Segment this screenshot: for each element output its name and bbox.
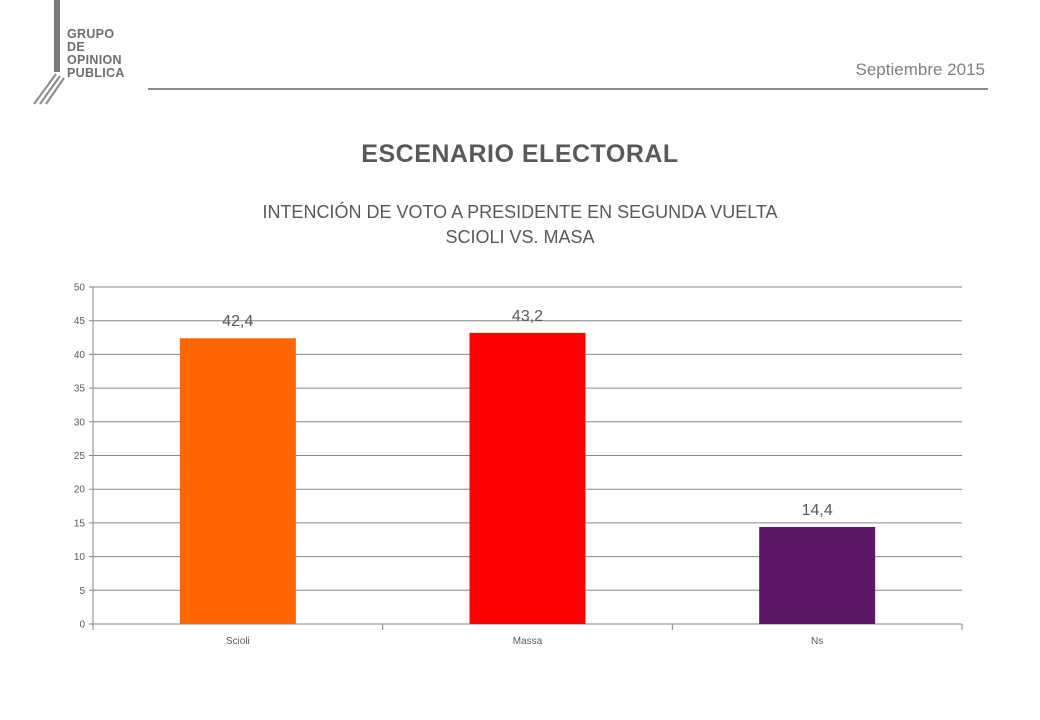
x-tick-label: Massa <box>513 636 543 647</box>
y-tick-label: 5 <box>79 586 85 597</box>
subtitle-line-2: SCIOLI VS. MASA <box>445 227 595 247</box>
subtitle-line-1: INTENCIÓN DE VOTO A PRESIDENTE EN SEGUND… <box>262 202 778 222</box>
y-tick-label: 10 <box>74 552 86 563</box>
bar-ns <box>759 526 876 624</box>
y-tick-label: 25 <box>74 451 86 462</box>
y-tick-label: 20 <box>74 485 86 496</box>
bar-massa <box>469 332 586 624</box>
x-tick-label: Scioli <box>226 636 250 647</box>
logo-line: PUBLICA <box>67 66 125 80</box>
y-tick-label: 40 <box>74 350 86 361</box>
y-tick-label: 35 <box>74 384 86 395</box>
logo-text: GRUPO DE OPINION PUBLICA <box>67 28 125 80</box>
logo-line: GRUPO <box>67 27 115 41</box>
data-label: 43,2 <box>512 308 543 325</box>
bar-scioli <box>179 338 296 624</box>
x-tick-label: Ns <box>811 636 823 647</box>
y-tick-label: 30 <box>74 417 86 428</box>
logo-line: OPINION <box>67 53 122 67</box>
logo-line: DE <box>67 40 85 54</box>
data-label: 14,4 <box>802 502 833 519</box>
y-tick-label: 0 <box>79 620 85 631</box>
grupo-opinion-publica-logo <box>33 0 65 105</box>
y-tick-label: 45 <box>74 316 86 327</box>
page-title: ESCENARIO ELECTORAL <box>361 140 679 168</box>
report-date: Septiembre 2015 <box>855 60 985 79</box>
y-tick-label: 50 <box>74 283 86 294</box>
data-label: 42,4 <box>222 313 253 330</box>
header-divider <box>148 88 988 90</box>
y-tick-label: 15 <box>74 518 86 529</box>
chart-subtitle: INTENCIÓN DE VOTO A PRESIDENTE EN SEGUND… <box>0 200 1040 250</box>
